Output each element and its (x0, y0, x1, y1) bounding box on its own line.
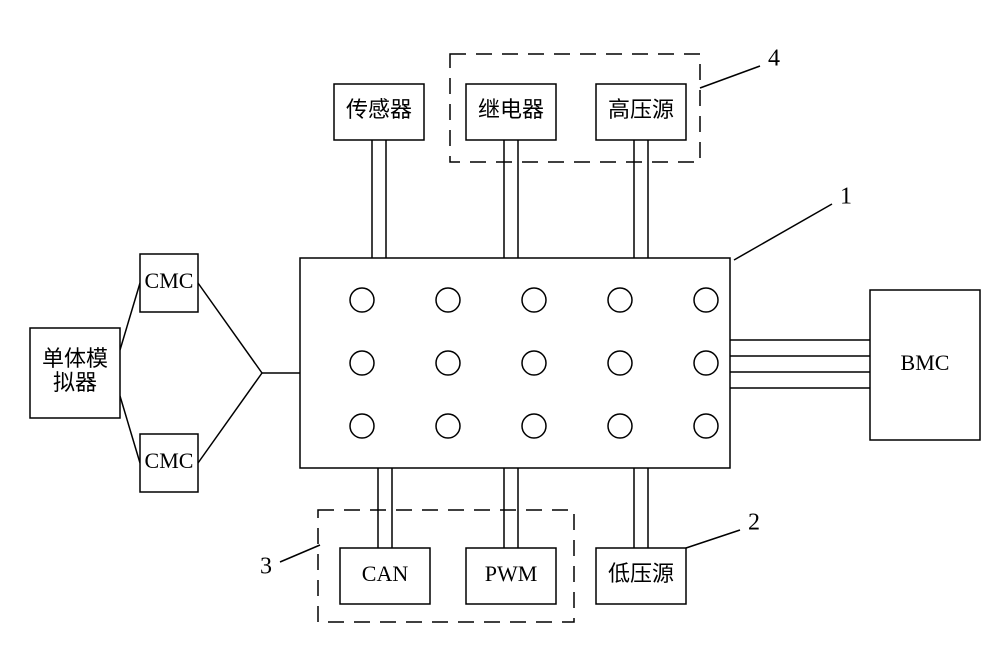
pwm-label: PWM (485, 561, 538, 586)
hv_source-label: 高压源 (608, 97, 674, 122)
leader-n3 (280, 545, 320, 562)
cmc_top-label: CMC (145, 268, 194, 293)
lv_source-label: 低压源 (608, 561, 674, 586)
hub-box (300, 258, 730, 468)
callout-n2: 2 (748, 510, 760, 536)
cmc_bot-label: CMC (145, 448, 194, 473)
relay-label: 继电器 (478, 97, 544, 122)
sensor-label: 传感器 (346, 97, 412, 122)
leader-n2 (686, 530, 740, 548)
callout-n1: 1 (840, 184, 852, 210)
callout-n4: 4 (768, 46, 780, 72)
simulator-label-1: 拟器 (53, 370, 97, 395)
edge-cmc_top_to_merge (198, 283, 262, 373)
edge-cmc_bot_to_merge (198, 373, 262, 463)
edge-simulator_right_bot (120, 396, 140, 463)
simulator-label-0: 单体模 (42, 346, 108, 371)
leader-n1 (734, 204, 832, 260)
edge-simulator_right_top (120, 283, 140, 350)
callout-n3: 3 (260, 554, 272, 580)
block-diagram: 单体模拟器 CMC CMC 传感器 继电器 高压源 CAN PWM 低压源 BMC 1 2 3 4 (0, 0, 1000, 659)
leader-n4 (700, 66, 760, 88)
bmc-label: BMC (901, 350, 950, 375)
can-label: CAN (362, 561, 409, 586)
